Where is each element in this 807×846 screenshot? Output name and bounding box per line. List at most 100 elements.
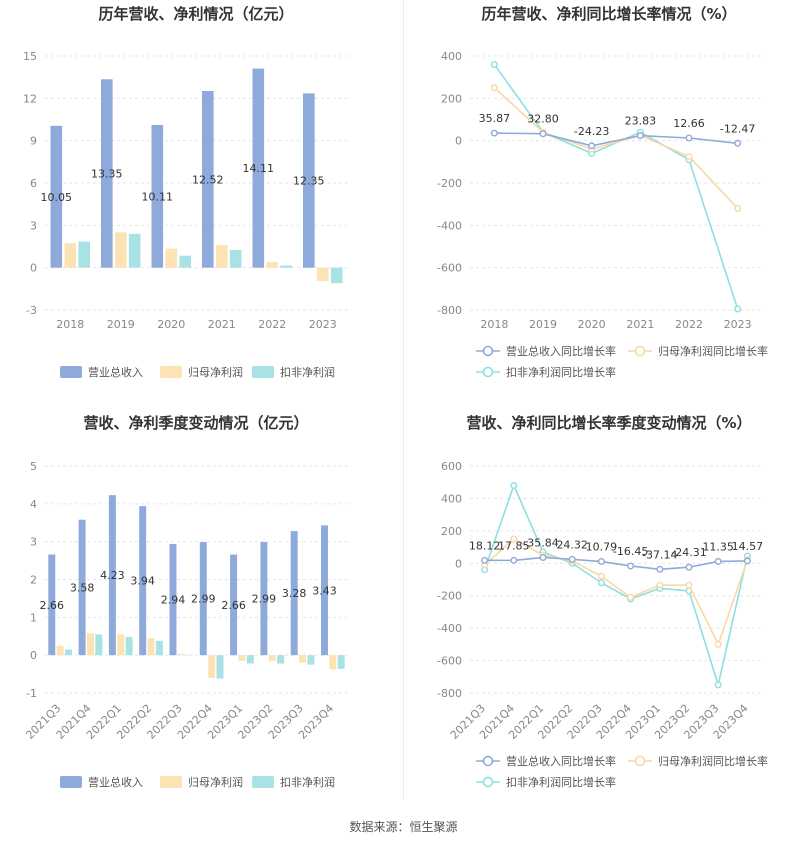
x-tick-label: 2019 bbox=[529, 318, 557, 331]
y-tick-label: -400 bbox=[437, 622, 462, 635]
legend-label: 归母净利润 bbox=[188, 775, 243, 789]
bar-net-profit bbox=[215, 245, 228, 268]
bar-data-label: 4.23 bbox=[100, 569, 125, 582]
line-revenue-growth bbox=[484, 556, 748, 571]
bar-deducted-profit bbox=[125, 637, 133, 656]
y-tick-label: 400 bbox=[441, 492, 462, 505]
line-point bbox=[734, 204, 742, 212]
bar-deducted-profit bbox=[155, 640, 163, 656]
line-net-profit-growth bbox=[484, 537, 749, 647]
line-data-label: 35.84 bbox=[527, 536, 559, 549]
y-tick-label: 2 bbox=[30, 574, 37, 587]
y-tick-label: -600 bbox=[437, 262, 462, 275]
line-point bbox=[743, 557, 751, 565]
line-point bbox=[597, 572, 605, 580]
chart-title: 营收、净利季度变动情况（亿元） bbox=[83, 414, 308, 432]
line-point bbox=[685, 563, 693, 571]
y-tick-label: 400 bbox=[441, 50, 462, 63]
line-data-label: -24.23 bbox=[574, 125, 609, 138]
bar-revenue bbox=[252, 68, 265, 268]
bar-data-label: 3.28 bbox=[282, 587, 307, 600]
line-data-label: 10.79 bbox=[586, 541, 618, 554]
bar-net-profit bbox=[64, 242, 77, 268]
line-data-label: -16.45 bbox=[613, 545, 648, 558]
chart-panel-1: 历年营收、净利情况（亿元） -3 0 3 6 9 12 15 2018 2019 2020 2021 2… bbox=[23, 5, 348, 379]
bar-data-label: 12.52 bbox=[192, 173, 224, 186]
legend-swatch bbox=[60, 776, 82, 788]
bar-data-label: 13.35 bbox=[91, 167, 123, 180]
legend-label: 扣非净利润 bbox=[280, 775, 335, 789]
line-data-label: -37.14 bbox=[642, 548, 677, 561]
legend-label: 归母净利润 bbox=[188, 365, 243, 379]
line-point bbox=[656, 565, 664, 573]
y-tick-label: 3 bbox=[30, 536, 37, 549]
bar-net-profit bbox=[117, 634, 125, 656]
bar-data-label: 2.99 bbox=[252, 593, 277, 606]
line-point bbox=[539, 130, 547, 138]
bar-net-profit bbox=[299, 655, 307, 663]
bar-data-label: 3.94 bbox=[130, 575, 155, 588]
bar-revenue bbox=[230, 554, 238, 656]
line-point bbox=[656, 581, 664, 589]
line-point bbox=[510, 481, 518, 489]
y-tick-label: 600 bbox=[441, 460, 462, 473]
bar-data-label: 3.58 bbox=[70, 581, 95, 594]
bar-data-label: 2.66 bbox=[221, 599, 246, 612]
bar-deducted-profit bbox=[179, 255, 191, 268]
legend-label: 营业总收入 bbox=[88, 365, 143, 379]
line-net-profit-growth bbox=[493, 87, 739, 209]
y-tick-label: -600 bbox=[437, 655, 462, 668]
bar-deducted-profit bbox=[65, 649, 72, 656]
y-tick-label: 3 bbox=[30, 219, 37, 232]
bar-deducted-profit bbox=[280, 265, 292, 268]
x-tick-label: 2020 bbox=[578, 318, 606, 331]
y-tick-label: 4 bbox=[30, 498, 37, 511]
line-data-label: 23.83 bbox=[625, 115, 657, 128]
bar-revenue bbox=[303, 93, 315, 268]
line-revenue-growth bbox=[494, 132, 738, 147]
bar-deducted-profit bbox=[330, 267, 343, 284]
legend-label: 归母净利润同比增长率 bbox=[658, 754, 768, 768]
line-point bbox=[627, 562, 635, 570]
line-point bbox=[568, 555, 576, 563]
bar-data-label: 2.66 bbox=[40, 599, 65, 612]
y-tick-label: 200 bbox=[441, 92, 462, 105]
bar-revenue bbox=[290, 531, 298, 656]
line-point bbox=[588, 142, 596, 150]
legend-label: 扣非净利润同比增长率 bbox=[506, 365, 616, 379]
y-tick-label: 6 bbox=[30, 177, 37, 190]
y-tick-label: -200 bbox=[437, 177, 462, 190]
bar-net-profit bbox=[165, 248, 178, 268]
x-tick-label: 2018 bbox=[480, 318, 508, 331]
bar-net-profit bbox=[238, 655, 246, 661]
x-tick-label: 2022 bbox=[258, 318, 286, 331]
chart-panel-4: 营收、净利同比增长率季度变动情况（%） -800 -600 -400 -200 0 200 4… bbox=[437, 414, 768, 789]
bar-revenue bbox=[78, 519, 86, 656]
bar-data-label: 10.05 bbox=[41, 191, 73, 204]
bar-deducted-profit bbox=[128, 233, 141, 268]
data-source-note: 数据来源：恒生聚源 bbox=[349, 820, 458, 834]
x-tick-label: 2023 bbox=[309, 318, 337, 331]
bar-net-profit bbox=[147, 638, 155, 656]
line-point bbox=[636, 132, 644, 140]
bar-deducted-profit bbox=[78, 241, 90, 268]
bar-deducted-profit bbox=[246, 655, 254, 664]
bar-deducted-profit bbox=[229, 250, 242, 268]
line-point bbox=[734, 305, 742, 313]
legend-swatch bbox=[160, 366, 182, 378]
legend-marker bbox=[482, 345, 494, 357]
bar-data-label: 3.43 bbox=[312, 584, 337, 597]
legend-label: 营业总收入同比增长率 bbox=[506, 344, 616, 358]
line-point bbox=[734, 139, 742, 147]
y-tick-label: 0 bbox=[455, 135, 462, 148]
x-tick-label: 2020 bbox=[157, 318, 185, 331]
bar-net-profit bbox=[114, 232, 127, 268]
line-deducted-profit-growth bbox=[493, 63, 739, 310]
y-tick-label: -400 bbox=[437, 219, 462, 232]
bar-deducted-profit bbox=[95, 634, 103, 656]
legend-label: 营业总收入 bbox=[88, 775, 143, 789]
line-point bbox=[714, 557, 722, 565]
bar-net-profit bbox=[266, 262, 279, 268]
bar-revenue bbox=[151, 125, 164, 268]
line-point bbox=[510, 535, 518, 543]
